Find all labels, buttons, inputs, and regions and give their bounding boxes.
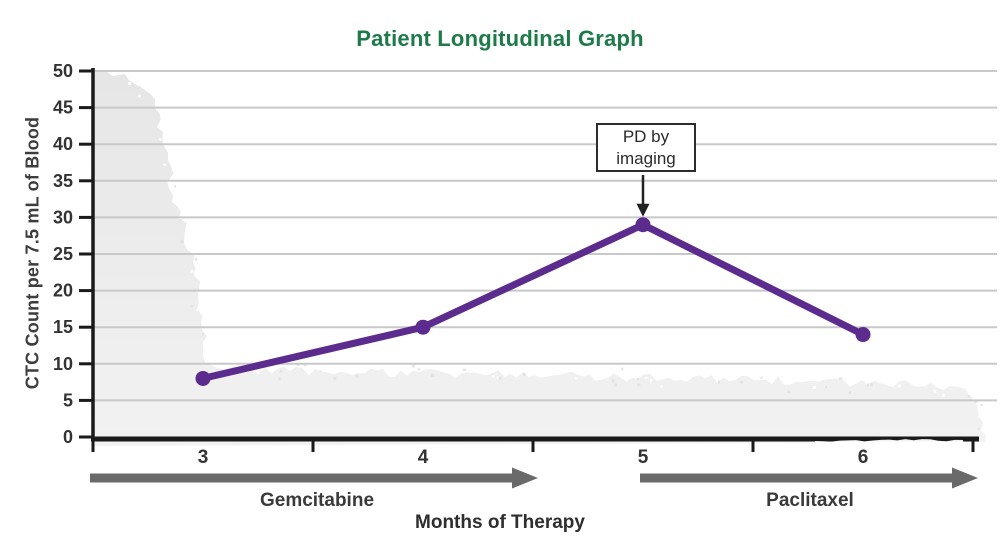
annotation-arrow-head	[636, 203, 650, 217]
texture-speckle	[431, 373, 435, 377]
texture-speckle	[195, 258, 197, 261]
y-tick-label: 0	[63, 427, 73, 447]
data-point-month-6	[855, 327, 871, 343]
texture-speckle	[522, 372, 526, 376]
texture-speckle	[870, 382, 873, 387]
texture-speckle	[892, 377, 896, 381]
texture-speckle	[361, 368, 364, 371]
texture-speckle	[787, 390, 791, 394]
texture-speckle	[733, 378, 737, 381]
x-tick-label: 3	[198, 447, 209, 468]
texture-speckle	[322, 369, 325, 373]
texture-speckle	[333, 376, 337, 381]
y-tick-label: 15	[53, 317, 73, 337]
texture-speckle	[933, 389, 936, 393]
texture-speckle	[418, 368, 420, 371]
texture-speckle	[839, 377, 843, 380]
phase-label-gemcitabine: Gemcitabine	[259, 490, 375, 511]
texture-speckle	[355, 374, 359, 378]
phase-arrow-shaft-paclitaxel	[640, 473, 952, 483]
y-tick-label: 35	[53, 171, 73, 191]
y-tick-label: 5	[63, 390, 73, 410]
y-tick-label: 20	[53, 281, 73, 301]
y-tick-label: 25	[53, 244, 73, 264]
texture-speckle	[491, 374, 495, 378]
texture-speckle	[942, 393, 945, 397]
texture-speckle	[174, 185, 176, 188]
texture-speckle	[136, 84, 140, 86]
texture-speckle	[279, 370, 283, 373]
texture-speckle	[614, 383, 617, 387]
phase-arrow-head-gemcitabine	[512, 467, 538, 489]
data-point-month-5	[635, 217, 651, 233]
texture-speckle	[498, 376, 502, 380]
texture-speckle	[146, 92, 148, 96]
texture-speckle	[763, 374, 766, 377]
texture-speckle	[825, 386, 827, 389]
texture-speckle	[158, 138, 162, 141]
texture-speckle	[662, 373, 665, 376]
texture-speckle	[190, 305, 194, 308]
texture-speckle	[128, 81, 131, 86]
texture-speckle	[162, 163, 167, 166]
texture-speckle	[278, 377, 281, 381]
texture-speckle	[867, 383, 870, 387]
x-axis-title: Months of Therapy	[415, 512, 585, 533]
texture-speckle	[196, 308, 199, 312]
texture-speckle	[138, 94, 141, 98]
texture-speckle	[190, 269, 194, 273]
y-tick-label: 40	[53, 134, 73, 154]
texture-speckle	[650, 379, 653, 383]
texture-speckle	[575, 377, 578, 380]
texture-speckle	[660, 385, 663, 388]
x-tick-label: 6	[858, 447, 869, 468]
texture-speckle	[462, 368, 467, 371]
data-point-month-3	[195, 370, 211, 386]
texture-speckle	[303, 364, 307, 367]
texture-speckle	[718, 380, 720, 384]
ctc-series-line	[199, 221, 867, 382]
texture-speckle	[812, 386, 816, 389]
texture-speckle	[179, 219, 183, 221]
texture-speckle	[496, 376, 499, 380]
annotation-pd-by-imaging: PD by imaging	[596, 123, 696, 172]
y-tick-label: 10	[53, 354, 73, 374]
x-tick-label: 5	[638, 447, 649, 468]
paper-texture	[92, 70, 986, 446]
data-point-month-4	[415, 319, 431, 335]
texture-speckle	[897, 384, 901, 388]
texture-speckle	[411, 364, 415, 368]
y-axis-title: CTC Count per 7.5 mL of Blood	[22, 116, 43, 390]
chart-title: Patient Longitudinal Graph	[356, 26, 644, 51]
texture-speckle	[637, 383, 641, 387]
texture-speckle	[644, 377, 648, 379]
texture-speckle	[201, 333, 204, 336]
texture-speckle	[870, 376, 875, 380]
texture-speckle	[980, 403, 983, 406]
texture-speckle	[636, 378, 640, 381]
texture-speckle	[177, 203, 180, 207]
phase-label-paclitaxel: Paclitaxel	[766, 490, 854, 511]
texture-scratch	[815, 439, 963, 450]
texture-speckle	[760, 376, 763, 379]
x-tick-label: 4	[418, 447, 429, 468]
phase-arrow-shaft-gemcitabine	[90, 473, 512, 483]
texture-speckle	[213, 339, 217, 343]
y-tick-label: 30	[53, 207, 73, 227]
y-tick-label: 45	[53, 98, 73, 118]
phase-arrow-head-paclitaxel	[952, 467, 978, 489]
texture-speckle	[739, 380, 744, 384]
texture-speckle	[848, 392, 852, 395]
y-tick-label: 50	[53, 61, 73, 81]
texture-speckle	[180, 239, 184, 244]
texture-speckle	[978, 415, 981, 418]
texture-speckle	[977, 427, 980, 430]
texture-speckle	[967, 395, 971, 398]
texture-speckle	[822, 380, 825, 383]
texture-speckle	[611, 378, 615, 383]
texture-speckle	[621, 367, 624, 371]
